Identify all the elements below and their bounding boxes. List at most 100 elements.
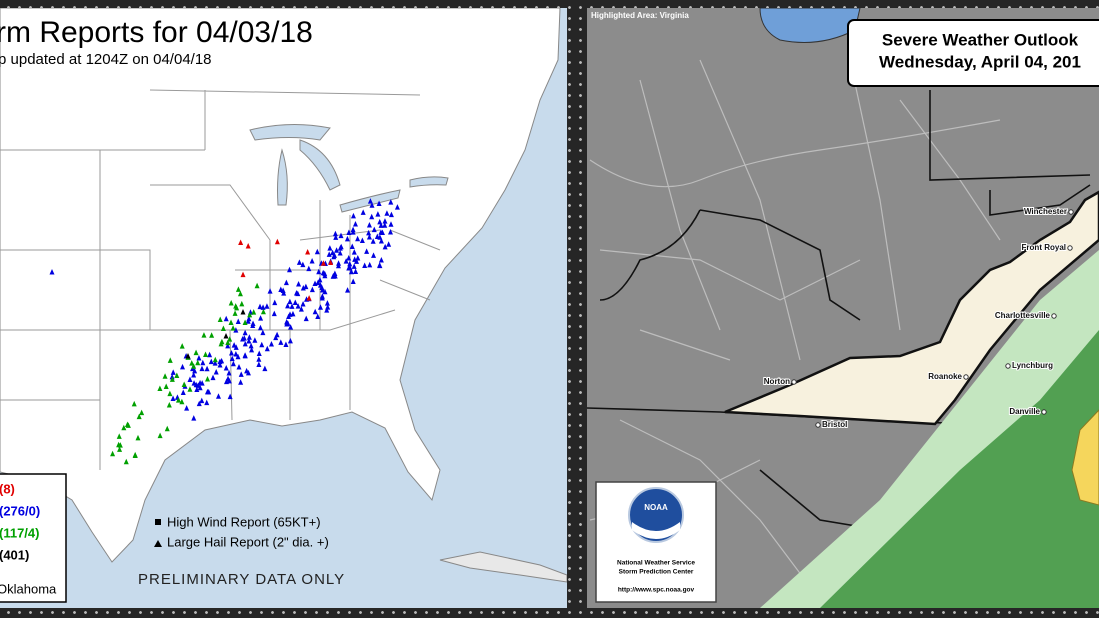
report-marker: [394, 204, 400, 210]
report-marker: [252, 337, 258, 343]
report-marker: [288, 324, 294, 330]
city-dot: [1067, 245, 1073, 251]
report-marker: [348, 268, 354, 275]
report-marker: [121, 424, 127, 431]
report-marker: [209, 332, 215, 338]
report-marker: [191, 380, 197, 386]
logo-url: http://www.spc.noaa.gov: [618, 587, 695, 594]
report-marker: [199, 365, 205, 372]
legend-box: [0, 473, 67, 603]
report-marker: [346, 254, 352, 261]
report-marker: [256, 350, 262, 356]
report-marker: [240, 309, 246, 315]
report-marker: [349, 243, 355, 250]
report-marker: [300, 301, 306, 307]
report-marker: [353, 268, 359, 275]
report-marker: [220, 325, 226, 332]
report-marker: [123, 458, 129, 465]
report-marker: [377, 262, 383, 268]
map-subtitle: p updated at 1204Z on 04/04/18: [0, 51, 212, 68]
report-marker: [309, 286, 315, 293]
logo-wave: [632, 522, 680, 539]
report-marker: [376, 200, 382, 206]
report-marker: [170, 369, 176, 375]
logo-line: National Weather Service: [617, 560, 695, 567]
report-marker: [217, 361, 223, 368]
report-marker: [377, 234, 383, 240]
report-marker: [378, 238, 384, 244]
report-marker: [360, 209, 366, 215]
report-marker: [206, 388, 212, 395]
report-marker: [366, 229, 372, 236]
report-marker: [179, 343, 185, 349]
report-marker: [181, 381, 187, 388]
report-marker: [135, 434, 141, 441]
report-marker: [169, 376, 175, 382]
report-marker: [290, 310, 296, 317]
report-marker: [249, 346, 255, 353]
report-marker: [292, 299, 298, 305]
virginia-highlight: [724, 190, 1099, 426]
report-marker: [258, 315, 264, 321]
report-marker: [286, 266, 292, 273]
report-marker: [285, 302, 291, 309]
report-marker: [366, 234, 372, 240]
report-marker: [180, 363, 186, 370]
city-dot: [815, 422, 821, 428]
report-marker: [328, 259, 334, 265]
report-marker: [193, 349, 199, 356]
report-marker: [371, 226, 377, 233]
report-marker: [227, 393, 233, 400]
highlight-label: Highlighted Area: Virginia: [591, 11, 689, 20]
legend-count: (276/0): [0, 503, 40, 518]
report-marker: [185, 353, 191, 359]
report-marker: [312, 280, 318, 287]
cuba: [439, 551, 567, 583]
report-marker: [267, 288, 273, 294]
report-marker: [384, 210, 390, 216]
report-marker: [370, 238, 376, 244]
report-marker: [164, 425, 170, 432]
report-marker: [319, 293, 325, 299]
report-marker: [346, 229, 352, 235]
report-marker: [386, 241, 392, 247]
report-marker: [194, 386, 200, 392]
report-marker: [205, 375, 211, 382]
report-marker: [157, 385, 163, 391]
report-marker: [246, 334, 252, 340]
report-marker: [274, 238, 280, 245]
city-dot: [791, 379, 797, 385]
report-marker: [273, 334, 279, 341]
report-markers: [49, 198, 400, 465]
report-marker: [327, 245, 333, 251]
report-marker: [223, 333, 229, 339]
report-marker: [242, 329, 248, 336]
report-marker: [227, 336, 233, 342]
report-marker: [174, 372, 180, 378]
report-marker: [337, 245, 343, 251]
city-dot: [1068, 209, 1074, 215]
report-marker: [315, 279, 321, 286]
report-marker: [257, 324, 263, 331]
report-marker: [382, 218, 388, 224]
office-label: Oklahoma: [0, 581, 57, 596]
report-marker: [345, 287, 351, 293]
legend-count: (401): [0, 547, 29, 562]
report-marker: [204, 365, 210, 372]
report-marker: [332, 230, 338, 237]
outlook-date: Wednesday, April 04, 201: [879, 52, 1081, 71]
report-marker: [283, 341, 289, 347]
report-marker: [199, 397, 205, 404]
report-marker: [250, 322, 256, 329]
report-marker: [212, 356, 218, 363]
report-marker: [371, 252, 377, 258]
report-marker: [212, 360, 218, 366]
report-marker: [184, 405, 190, 411]
report-marker: [251, 309, 257, 315]
city-label: Front Royal: [1022, 243, 1066, 252]
report-marker: [217, 316, 223, 323]
report-marker: [235, 318, 241, 325]
report-marker: [320, 269, 326, 276]
